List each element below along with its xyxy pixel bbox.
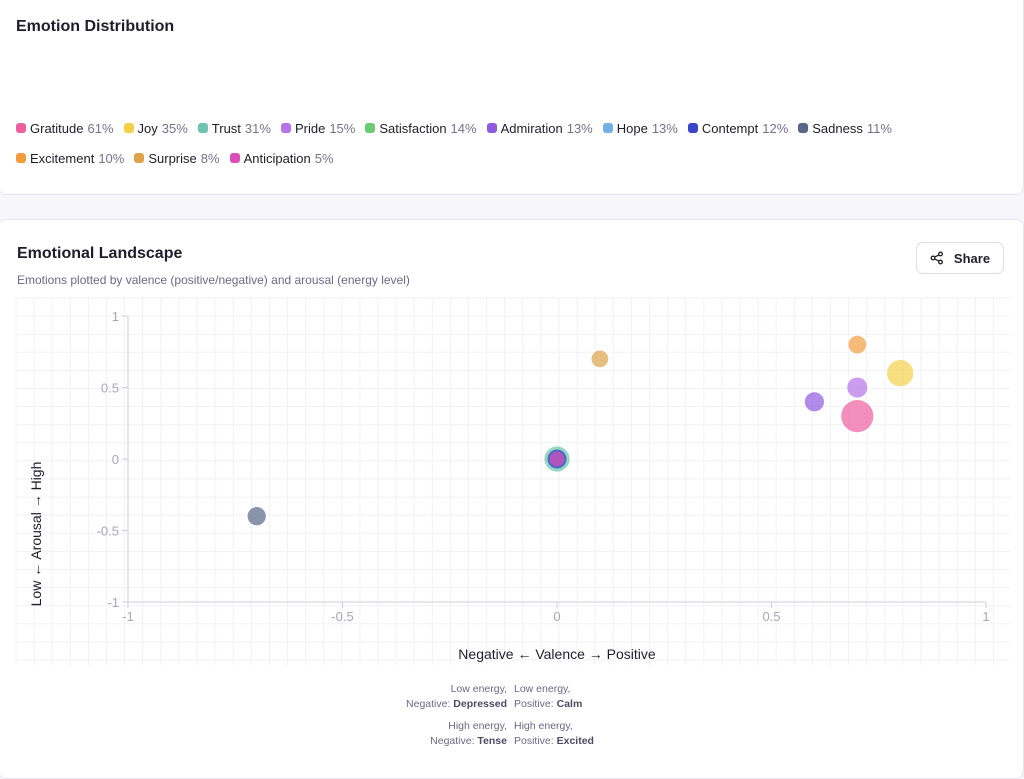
legend-swatch	[687, 123, 698, 133]
x-axis-label: Negative ← Valence → Positive	[458, 646, 656, 662]
point-anticipation	[549, 451, 565, 467]
legend-label: Sadness	[812, 120, 863, 136]
point-joy	[887, 360, 914, 387]
point-sadness	[247, 507, 266, 526]
share-icon	[930, 251, 943, 265]
legend-label: Contempt	[701, 120, 759, 136]
legend-swatch	[280, 123, 291, 133]
legend-label: Hope	[616, 120, 648, 136]
legend-percent: 12%	[762, 120, 789, 136]
quadrant-low-positive: Low energy, Positive: Calm	[514, 683, 583, 710]
x-tick-label: 1	[982, 609, 989, 624]
legend-swatch	[365, 123, 376, 133]
x-tick-label: -0.5	[331, 609, 353, 624]
y-tick-label: 0.5	[101, 381, 119, 396]
legend-swatch	[602, 123, 613, 133]
legend-item-sadness[interactable]: Sadness 11%	[798, 119, 892, 137]
legend-percent: 31%	[244, 120, 271, 136]
legend-percent: 14%	[450, 120, 477, 136]
landscape-title: Emotional Landscape	[17, 245, 183, 262]
legend-label: Admiration	[500, 120, 563, 136]
y-tick-label: 0	[112, 452, 119, 467]
legend-label: Trust	[211, 120, 241, 136]
share-label: Share	[953, 250, 991, 266]
legend-percent: 5%	[314, 150, 334, 166]
legend-percent: 8%	[200, 150, 220, 166]
legend-percent: 13%	[651, 120, 678, 136]
legend-label: Joy	[137, 120, 158, 136]
x-tick-label: 0.5	[762, 609, 780, 624]
legend-item-pride[interactable]: Pride 15%	[280, 119, 356, 137]
x-tick-label: 0	[553, 609, 560, 624]
legend-swatch	[134, 153, 145, 163]
legend-percent: 11%	[866, 120, 892, 136]
legend-item-surprise[interactable]: Surprise 8%	[134, 149, 220, 167]
legend-label: Pride	[294, 120, 326, 136]
emotion-legend: Gratitude 61% Joy 35% Trust 31% Pride 15% Satisf…	[16, 119, 976, 167]
legend-label: Surprise	[148, 150, 197, 166]
legend-percent: 35%	[161, 120, 188, 136]
emotion-distribution-card: Emotion Distribution Gratitude 61% Joy 35% T…	[0, 0, 1024, 195]
legend-percent: 15%	[329, 120, 356, 136]
legend-swatch	[123, 123, 134, 133]
legend-label: Satisfaction	[379, 120, 447, 136]
quadrant-high-positive: High energy, Positive: Excited	[514, 720, 594, 747]
distribution-title: Emotion Distribution	[16, 18, 175, 35]
point-admiration	[804, 392, 824, 412]
legend-item-anticipation[interactable]: Anticipation 5%	[229, 149, 334, 167]
y-tick-label: 1	[112, 309, 119, 324]
legend-percent: 10%	[98, 150, 125, 166]
point-pride	[847, 377, 868, 398]
legend-label: Anticipation	[243, 150, 311, 166]
point-gratitude	[841, 399, 874, 433]
share-button[interactable]: Share	[916, 242, 1004, 274]
legend-item-satisfaction[interactable]: Satisfaction 14%	[365, 119, 477, 137]
legend-item-gratitude[interactable]: Gratitude 61%	[16, 119, 114, 137]
scatter-chart: -1 -0.5 0 0.5 1 1 0.5 0 -0.5 -1 Negative ← Valence…	[15, 297, 1010, 665]
legend-swatch	[16, 153, 26, 163]
point-excitement	[848, 335, 867, 354]
legend-item-admiration[interactable]: Admiration 13%	[486, 119, 593, 137]
landscape-subtitle: Emotions plotted by valence (positive/ne…	[17, 273, 410, 287]
legend-label: Excitement	[30, 150, 95, 166]
legend-item-trust[interactable]: Trust 31%	[197, 119, 271, 137]
legend-item-joy[interactable]: Joy 35%	[123, 119, 188, 137]
emotional-landscape-card	[0, 219, 1024, 779]
legend-swatch	[798, 123, 809, 133]
legend-percent: 61%	[87, 120, 114, 136]
legend-item-excitement[interactable]: Excitement 10%	[16, 149, 124, 167]
legend-swatch	[486, 123, 497, 133]
y-axis-label: Low ← Arousal → High	[28, 462, 44, 607]
legend-item-contempt[interactable]: Contempt 12%	[687, 119, 789, 137]
y-tick-label: -1	[107, 595, 119, 610]
point-surprise	[591, 350, 609, 368]
quadrant-low-negative: Low energy, Negative: Depressed	[406, 683, 507, 710]
legend-percent: 13%	[566, 120, 593, 136]
legend-swatch	[229, 153, 240, 163]
x-tick-label: -1	[122, 609, 134, 624]
legend-item-hope[interactable]: Hope 13%	[602, 119, 678, 137]
legend-swatch	[16, 123, 26, 133]
legend-label: Gratitude	[30, 120, 84, 136]
y-tick-label: -0.5	[97, 524, 119, 539]
legend-swatch	[197, 123, 208, 133]
quadrant-high-negative: High energy, Negative: Tense	[430, 720, 507, 747]
